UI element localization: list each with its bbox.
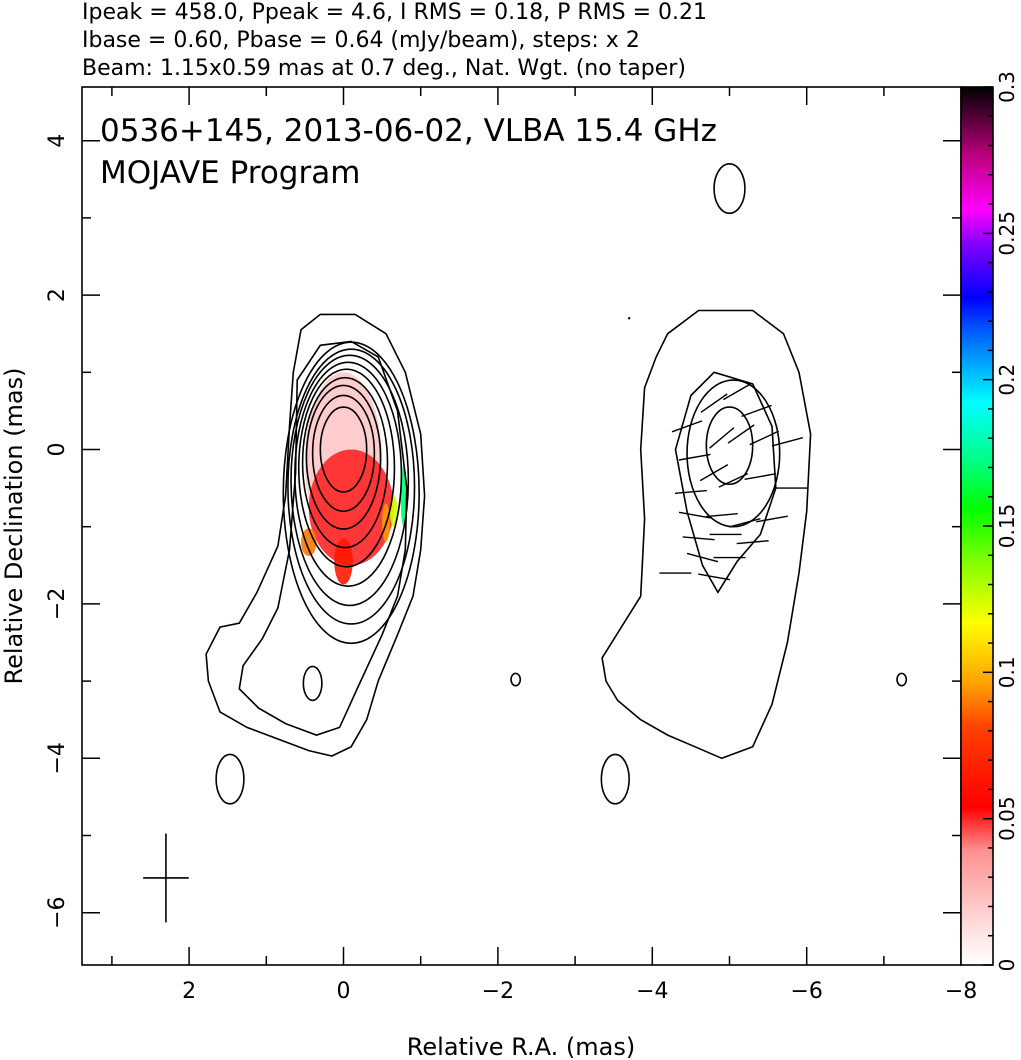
evpa-vector (749, 430, 780, 446)
axis-tick-labels: 2 0 −2 −4 −6 −8 4 2 0 −2 −4 −6 (45, 134, 977, 1004)
beam-cross (143, 833, 189, 923)
contour-ring (301, 376, 389, 549)
evpa-vector (729, 518, 761, 528)
x-tick-label: −8 (945, 979, 977, 1004)
evpa-vector (671, 420, 703, 433)
header-line-2: Ibase = 0.60, Pbase = 0.64 (mJy/beam), s… (82, 28, 640, 53)
evpa-vector (698, 573, 730, 581)
evpa-vector (744, 473, 777, 480)
evpa-vector (741, 404, 772, 418)
outer-contour (238, 340, 408, 736)
header-line-3: Beam: 1.15x0.59 mas at 0.7 deg., Nat. Wg… (82, 56, 686, 81)
y-tick-label: −4 (45, 742, 70, 774)
pol-patch (334, 538, 353, 585)
x-tick-label: −2 (482, 979, 514, 1004)
outer-contour (205, 313, 426, 757)
header-line-1: Ipeak = 458.0, Ppeak = 4.6, I RMS = 0.18… (82, 0, 707, 25)
colorbar-ticks (983, 86, 993, 966)
y-tick-label: 4 (45, 134, 70, 148)
contour-island (302, 665, 323, 702)
x-tick-label: −4 (636, 979, 668, 1004)
colorbar-tick-label: 0.05 (995, 796, 1019, 841)
evpa-vector (699, 464, 729, 482)
contour-ring (290, 354, 410, 607)
x-tick-label: −6 (790, 979, 822, 1004)
colorbar-tick-label: 0.25 (995, 211, 1019, 256)
evpa-vector (718, 472, 749, 488)
polarization-image (301, 372, 407, 585)
colorbar-tick-label: 0.15 (995, 504, 1019, 549)
evpa-vector (686, 552, 719, 563)
y-tick-label: −2 (45, 588, 70, 620)
evpa-vector (756, 515, 788, 523)
contour-ring (311, 394, 376, 513)
y-tick-label: 2 (45, 288, 70, 302)
evpa-vector (736, 540, 769, 545)
colorbar-tick-label: 0 (995, 959, 1019, 972)
evpa-vectors (659, 382, 808, 581)
contour-ring (297, 368, 396, 568)
x-tick-label: 0 (337, 979, 351, 1004)
chart-title: 0536+145, 2013-06-02, VLBA 15.4 GHz (100, 113, 717, 149)
evpa-vector (682, 536, 715, 541)
axis-ticks (82, 87, 961, 965)
colorbar-tick-labels: 0 0.05 0.1 0.15 0.2 0.25 0.3 (995, 71, 1019, 971)
chart-subtitle: MOJAVE Program (100, 155, 360, 191)
contour-ring (319, 406, 368, 493)
contour-island (215, 753, 245, 805)
contour-ring (705, 406, 754, 486)
contour-ring (686, 379, 781, 528)
contour-island (896, 672, 908, 687)
evpa-vector (678, 511, 711, 519)
evpa-vector (705, 513, 738, 518)
contour-island (713, 163, 746, 215)
y-axis-label: Relative Declination (mas) (0, 367, 28, 684)
plot-area (143, 163, 908, 923)
outer-contour (601, 309, 812, 760)
contour-ring (305, 384, 382, 530)
evpa-vector (678, 453, 711, 461)
evpa-vector (771, 436, 804, 447)
colorbar-tick-label: 0.1 (995, 656, 1019, 688)
contour-island (600, 753, 630, 805)
contour-layer (205, 163, 908, 805)
colorbar-tick-label: 0.3 (995, 71, 1019, 103)
pol-patch (301, 528, 317, 557)
evpa-vector (709, 427, 735, 449)
y-tick-label: 0 (45, 443, 70, 457)
noise-dot (627, 317, 631, 320)
contour-island (510, 672, 522, 687)
plot-frame (81, 86, 962, 966)
y-tick-label: −6 (45, 896, 70, 928)
evpa-vector (674, 489, 707, 495)
x-tick-label: 2 (182, 979, 196, 1004)
evpa-vector (723, 382, 752, 401)
colorbar-tick-label: 0.2 (995, 364, 1019, 396)
contour-ring (287, 348, 416, 625)
evpa-vector (700, 393, 728, 413)
evpa-vector (727, 424, 755, 444)
pol-patch (308, 449, 394, 566)
x-axis-label: Relative R.A. (mas) (407, 1033, 635, 1060)
